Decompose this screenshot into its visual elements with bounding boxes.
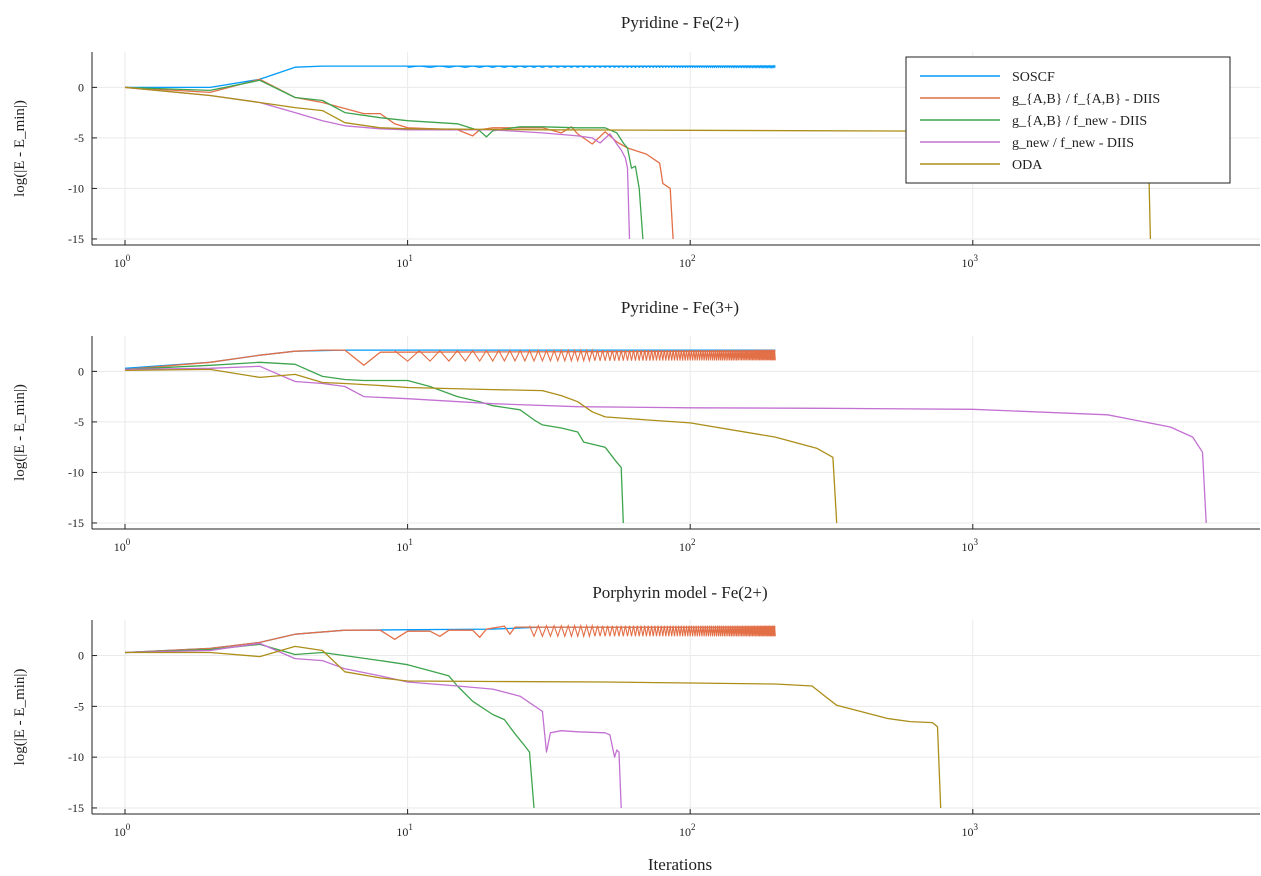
y-tick-label: -15 [68,516,84,530]
y-tick-label: -10 [68,181,84,195]
y-axis-label: log(|E - E_min|) [12,669,28,766]
chart-panel-3: Porphyrin model - Fe(2+) log(|E - E_min|)… [12,583,1260,874]
y-tick-label: -5 [74,699,84,713]
series-line [124,642,622,809]
series-line [124,361,624,524]
y-tick-label: 0 [78,80,84,94]
chart-title-3: Porphyrin model - Fe(2+) [592,583,767,602]
x-tick-label: 101 [396,537,413,554]
y-tick-label: -15 [68,801,84,815]
chart-panel-2: Pyridine - Fe(3+) log(|E - E_min|) 0 -5 -10 -… [12,298,1260,554]
y-tick-label: -15 [68,232,84,246]
y-tick-label: -5 [74,131,84,145]
x-tick-label: 102 [679,822,696,839]
series-line [124,349,776,371]
x-tick-label: 102 [679,537,696,554]
series-line [124,79,644,240]
series-line [125,65,776,89]
x-tick-label: 103 [962,253,979,270]
y-tick-label: -5 [74,415,84,429]
series-line [125,645,942,809]
x-tick-label: 101 [396,253,413,270]
y-tick-label: -10 [68,750,84,764]
y-tick-label: 0 [78,649,84,663]
y-axis-label: log(|E - E_min|) [12,384,28,481]
x-axis-label: Iterations [648,855,712,874]
x-tick-label: 101 [396,822,413,839]
chart-panel-1: Pyridine - Fe(2+) log(|E - E_min|) 0 -5 -10 -… [12,13,1260,270]
y-axis-label: log(|E - E_min|) [12,100,28,197]
x-tick-label: 100 [114,537,131,554]
x-tick-label: 103 [962,822,979,839]
legend: SOSCF g_{A,B} / f_{A,B} - DIIS g_{A,B} / f… [905,56,1231,184]
chart-title-1: Pyridine - Fe(2+) [621,13,739,32]
series-line [124,643,535,809]
legend-entry: g_new / f_new - DIIS [1012,136,1134,151]
y-tick-label: -10 [68,465,84,479]
legend-entry: ODA [1012,158,1043,173]
series-line [124,368,838,524]
chart-title-2: Pyridine - Fe(3+) [621,298,739,317]
legend-entry: g_{A,B} / f_new - DIIS [1012,114,1147,129]
series-line [124,625,776,654]
series-line [124,365,1207,524]
legend-entry: g_{A,B} / f_{A,B} - DIIS [1012,92,1160,107]
x-tick-label: 102 [679,253,696,270]
series-line [124,86,631,240]
x-tick-label: 100 [114,822,131,839]
legend-entry: SOSCF [1012,70,1055,85]
series-line [124,78,674,240]
x-tick-label: 100 [114,253,131,270]
y-tick-label: 0 [78,364,84,378]
x-tick-label: 103 [962,537,979,554]
